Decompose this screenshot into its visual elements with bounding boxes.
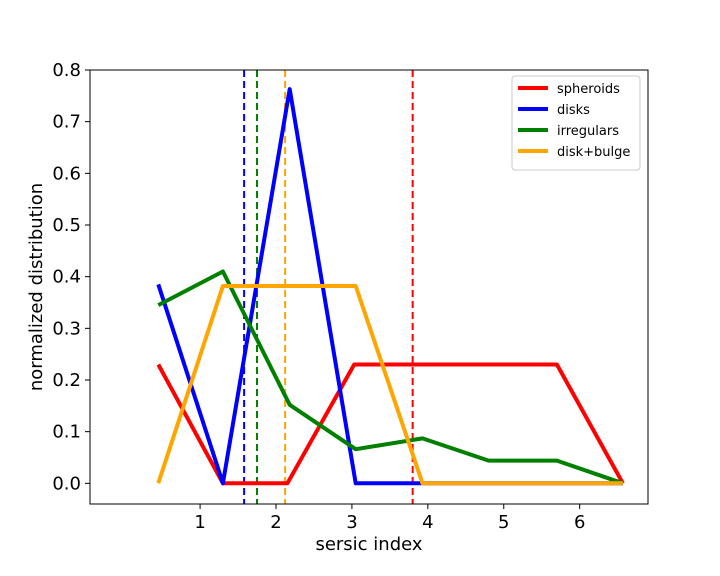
legend-label-irregulars: irregulars xyxy=(557,124,619,139)
x-tick-label: 1 xyxy=(194,512,205,533)
series-line-spheroids xyxy=(156,362,625,486)
y-axis-ticks: 0.0 0.1 0.2 0.3 0.4 0.5 0.6 0.7 0.8 xyxy=(52,60,90,494)
x-tick-label: 5 xyxy=(498,512,509,533)
y-tick-label: 0.8 xyxy=(52,60,81,81)
legend-label-disk-bulge: disk+bulge xyxy=(557,145,630,160)
y-tick-label: 0.5 xyxy=(52,215,81,236)
legend-label-disks: disks xyxy=(557,103,590,118)
y-axis-label: normalized distribution xyxy=(26,183,47,391)
plot-frame xyxy=(89,69,649,505)
y-tick-label: 0.1 xyxy=(52,422,81,443)
x-axis-ticks: 1 2 3 4 5 6 xyxy=(194,504,585,533)
data-series xyxy=(156,87,625,486)
x-tick-label: 4 xyxy=(422,512,433,533)
y-tick-label: 0.7 xyxy=(52,112,81,133)
x-tick-label: 2 xyxy=(270,512,281,533)
x-tick-label: 6 xyxy=(574,512,585,533)
legend-label-spheroids: spheroids xyxy=(557,82,620,97)
y-tick-label: 0.3 xyxy=(52,318,81,339)
reference-lines xyxy=(243,70,414,504)
series-line-irregulars xyxy=(157,269,624,486)
x-axis-label: sersic index xyxy=(315,534,422,555)
legend: spheroids disks irregulars disk+bulge xyxy=(511,75,641,171)
y-tick-label: 0.6 xyxy=(52,163,81,184)
y-tick-label: 0.2 xyxy=(52,370,81,391)
series-line-disk-bulge xyxy=(156,284,623,486)
x-tick-label: 3 xyxy=(346,512,357,533)
y-tick-label: 0.4 xyxy=(52,267,81,288)
legend-box xyxy=(511,75,641,171)
y-tick-label: 0.0 xyxy=(52,473,81,494)
